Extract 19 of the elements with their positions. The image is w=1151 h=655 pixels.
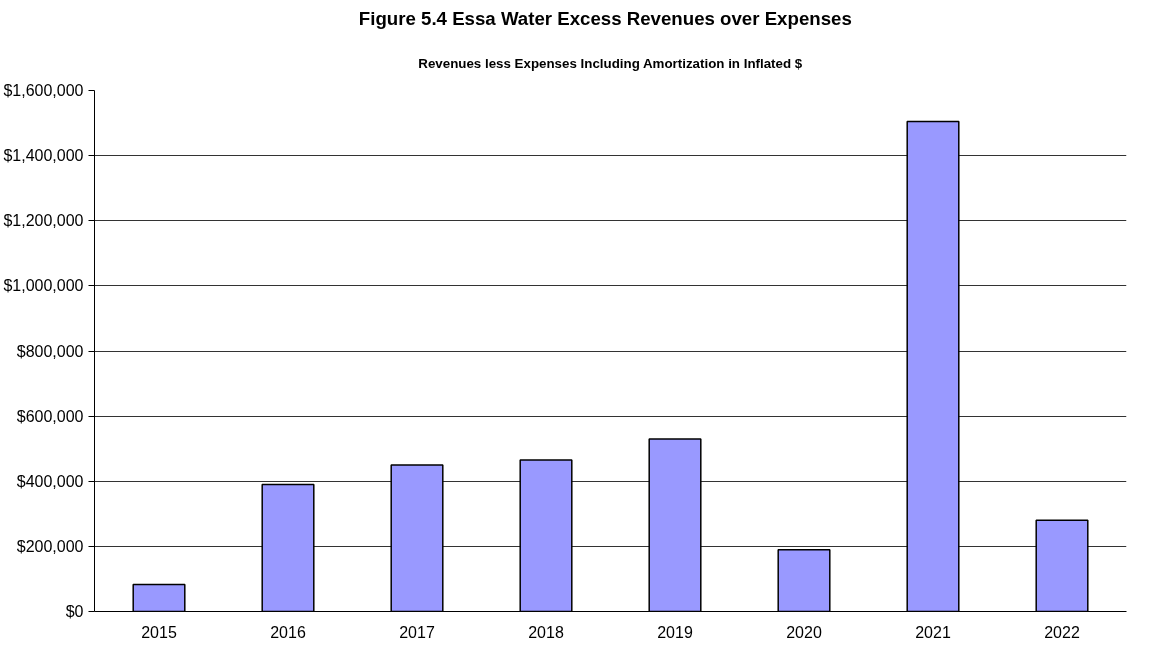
y-tick-label: $0: [65, 603, 84, 620]
y-tick-label: $400,000: [16, 472, 84, 490]
chart-title: Figure 5.4 Essa Water Excess Revenues over Expenses: [358, 7, 852, 29]
y-tick-label: $1,200,000: [3, 212, 84, 230]
y-tick-label: $600,000: [16, 407, 84, 425]
y-tick-label: $800,000: [16, 342, 84, 360]
y-tick-label: $1,600,000: [3, 82, 84, 99]
x-tick-label: 2018: [528, 623, 564, 641]
x-tick-label: 2019: [657, 623, 693, 641]
y-tick-label: $1,400,000: [3, 147, 84, 165]
x-tick-label: 2020: [786, 623, 822, 641]
x-tick-label: 2017: [399, 623, 435, 641]
chart-subtitle: Revenues less Expenses Including Amortization in Inflated $: [418, 55, 803, 71]
y-tick-label: $1,000,000: [3, 277, 84, 295]
x-tick-label: 2015: [141, 623, 177, 641]
x-tick-label: 2021: [915, 623, 951, 641]
y-tick-label: $200,000: [16, 537, 84, 555]
x-tick-label: 2016: [270, 623, 306, 641]
x-tick-label: 2022: [1044, 623, 1080, 641]
